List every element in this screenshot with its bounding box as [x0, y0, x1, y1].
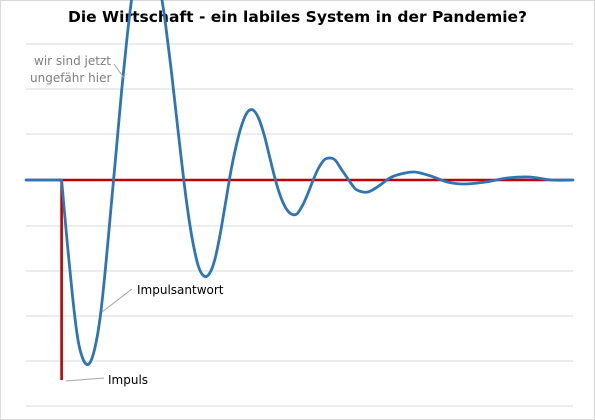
- annotation-leader-marker: [113, 63, 125, 79]
- annotation-marker-line-2: ungefähr hier: [30, 71, 111, 85]
- annotation-leader-response: [101, 288, 133, 313]
- annotation-marker-line-1: wir sind jetzt: [34, 54, 111, 68]
- annotation-response-label: Impulsantwort: [137, 283, 224, 297]
- annotation-impulse-label: Impuls: [108, 373, 148, 387]
- gridlines: [26, 43, 573, 407]
- annotation-leader-impulse: [65, 377, 105, 382]
- impulse-response-series-line: [24, 0, 575, 367]
- chart-title: Die Wirtschaft - ein labiles System in d…: [67, 8, 528, 26]
